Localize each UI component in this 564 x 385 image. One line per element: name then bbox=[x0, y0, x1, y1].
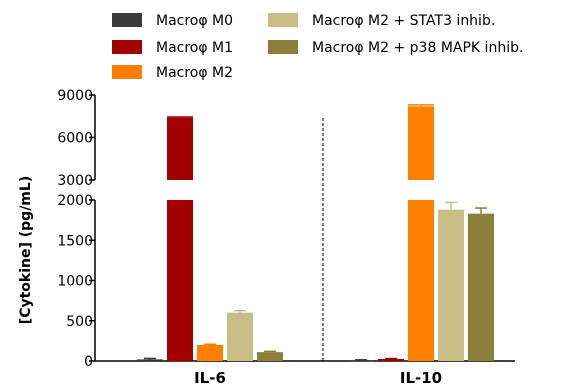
y-tick-label: 6000 bbox=[57, 131, 93, 147]
legend-swatch bbox=[268, 40, 298, 54]
bar-upper-segment bbox=[167, 117, 193, 180]
bar bbox=[468, 213, 494, 361]
category-label: IL-10 bbox=[400, 369, 442, 385]
bar bbox=[348, 360, 374, 362]
legend-swatch bbox=[268, 13, 298, 27]
bar bbox=[378, 358, 404, 361]
y-tick-label: 500 bbox=[66, 314, 93, 330]
bars bbox=[137, 104, 494, 362]
y-tick-label: 1500 bbox=[57, 233, 93, 249]
y-tick-label: 3000 bbox=[57, 173, 93, 189]
category-label: IL-6 bbox=[194, 369, 226, 385]
y-tick-label: 2000 bbox=[57, 193, 93, 209]
legend-swatch bbox=[112, 65, 142, 79]
bar bbox=[227, 312, 253, 361]
y-axis-label: [Cytokine] (pg/mL) bbox=[18, 176, 34, 324]
bar-upper-segment bbox=[408, 106, 434, 180]
legend-label: Macroφ M2 + p38 MAPK inhib. bbox=[312, 40, 523, 56]
legend-label: Macroφ M1 bbox=[156, 40, 233, 56]
y-tick-label: 0 bbox=[84, 354, 93, 370]
bar bbox=[167, 200, 193, 361]
axes: 3000 6000 9000 0 500 1000 1500 2000 IL-6 IL-10 bbox=[57, 88, 515, 385]
y-tick-label: 1000 bbox=[57, 274, 93, 290]
legend-swatch bbox=[112, 13, 142, 27]
bar bbox=[438, 209, 464, 361]
legend: Macroφ M0 Macroφ M1 Macroφ M2 Macroφ M2 + S… bbox=[112, 13, 523, 81]
legend-label: Macroφ M2 bbox=[156, 65, 233, 81]
y-tick-label: 9000 bbox=[57, 88, 93, 104]
bar bbox=[257, 352, 283, 361]
bar bbox=[197, 344, 223, 361]
legend-label: Macroφ M2 + STAT3 inhib. bbox=[312, 13, 495, 29]
bar bbox=[137, 359, 163, 361]
legend-label: Macroφ M0 bbox=[156, 13, 233, 29]
legend-swatch bbox=[112, 40, 142, 54]
bar bbox=[408, 200, 434, 361]
